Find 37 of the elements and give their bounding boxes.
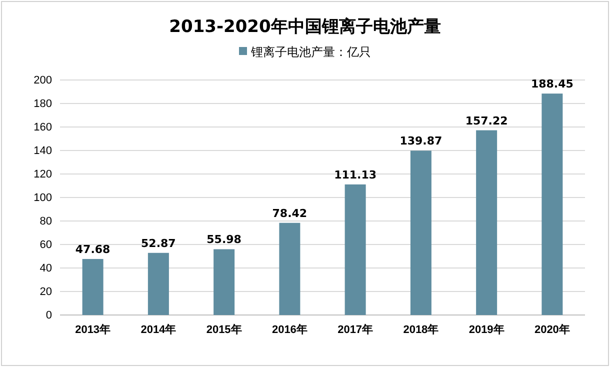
data-label: 157.22 xyxy=(465,114,508,128)
data-label: 139.87 xyxy=(400,134,442,148)
data-label: 188.45 xyxy=(530,78,574,91)
x-tick-label: 2019年 xyxy=(468,322,504,336)
data-label: 55.98 xyxy=(206,233,242,246)
data-label: 47.68 xyxy=(75,242,110,256)
x-tick-label: 2013年 xyxy=(75,322,111,336)
y-tick-label: 40 xyxy=(40,262,52,275)
x-tick-label: 2017年 xyxy=(338,322,374,336)
y-tick-label: 180 xyxy=(34,98,52,110)
x-tick-label: 2014年 xyxy=(140,322,176,336)
bar xyxy=(476,130,498,315)
x-tick-label: 2018年 xyxy=(403,322,439,336)
y-tick-label: 60 xyxy=(40,239,52,252)
bar xyxy=(410,150,432,315)
y-tick-label: 200 xyxy=(34,74,52,87)
y-tick-label: 0 xyxy=(46,310,52,322)
x-tick-label: 2020年 xyxy=(534,322,570,336)
y-tick-label: 80 xyxy=(40,216,52,228)
data-label: 111.13 xyxy=(334,168,377,182)
bar xyxy=(542,94,563,315)
data-label: 78.42 xyxy=(272,206,308,220)
y-tick-label: 120 xyxy=(34,168,52,181)
bar xyxy=(214,249,235,315)
x-tick-label: 2016年 xyxy=(272,322,308,336)
bar xyxy=(82,258,104,315)
bar xyxy=(148,252,169,315)
x-tick-label: 2015年 xyxy=(206,322,242,336)
data-label: 52.87 xyxy=(141,236,176,250)
bar xyxy=(279,222,300,315)
y-tick-label: 20 xyxy=(40,286,52,298)
legend-label: 锂离子电池产量：亿只 xyxy=(250,45,371,59)
y-tick-label: 160 xyxy=(34,122,52,134)
bar xyxy=(344,184,366,315)
chart-title: 2013-2020年中国锂离子电池产量 xyxy=(169,17,441,37)
y-tick-label: 140 xyxy=(34,145,52,158)
y-tick-label: 100 xyxy=(34,192,52,204)
